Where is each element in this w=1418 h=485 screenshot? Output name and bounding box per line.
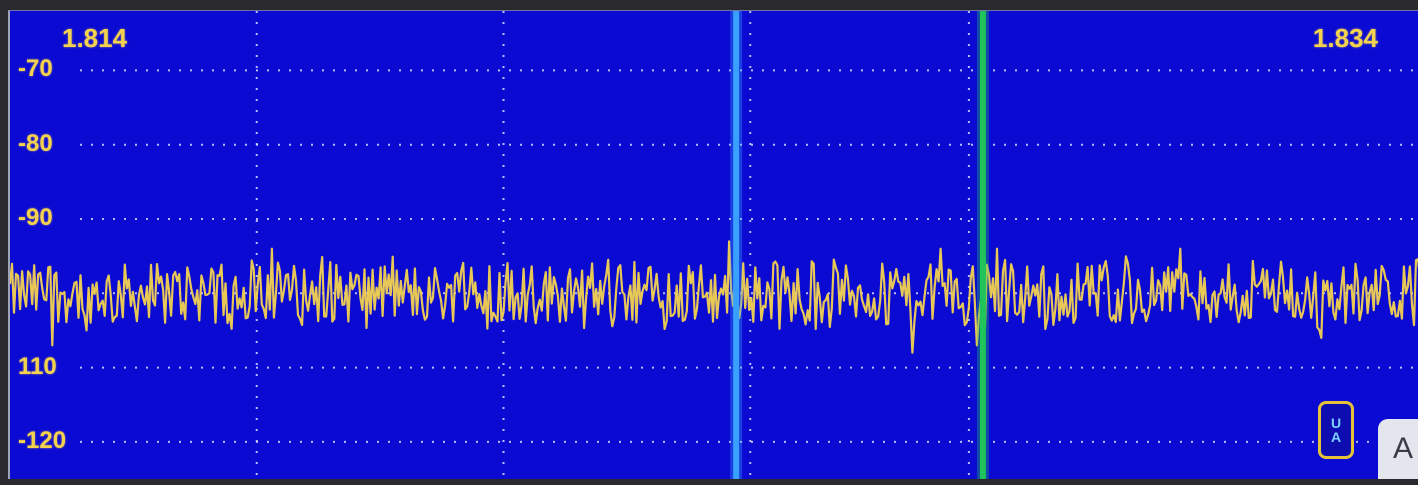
y-tick-label: -80 <box>18 129 53 157</box>
spectrum-display[interactable]: 1.814 1.834 -70 -80 -90 110 -120 U A A <box>8 10 1418 479</box>
a-button[interactable]: A <box>1378 419 1418 479</box>
freq-end-label: 1.834 <box>1312 23 1378 53</box>
ua-toggle-button[interactable]: U A <box>1318 401 1354 459</box>
spectrum-trace <box>10 240 1418 354</box>
y-tick-label: -120 <box>18 426 67 454</box>
y-tick-label: 110 <box>18 352 57 380</box>
y-tick-label: -70 <box>18 55 53 83</box>
spectrum-plot <box>10 11 1418 479</box>
ua-button-bottom: A <box>1330 429 1342 445</box>
y-tick-label: -90 <box>18 204 53 231</box>
ua-button-top: U <box>1330 415 1342 431</box>
freq-start-label: 1.814 <box>62 23 128 53</box>
